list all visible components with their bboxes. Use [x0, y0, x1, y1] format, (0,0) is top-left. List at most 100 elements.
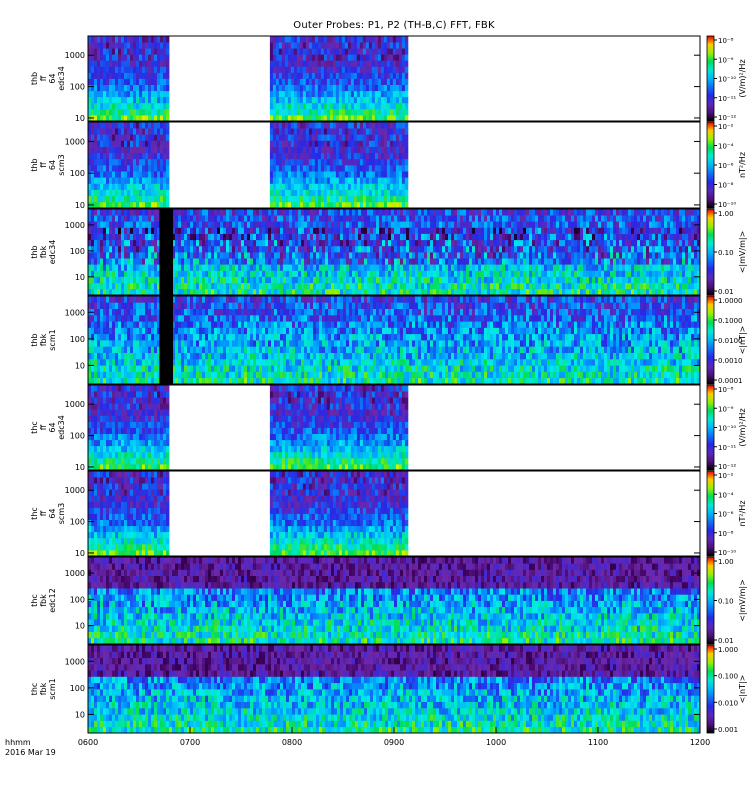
spectrum-cell — [226, 252, 230, 259]
spectrum-cell — [127, 146, 131, 154]
spectrum-cell — [454, 264, 458, 271]
spectrum-cell — [544, 221, 548, 228]
spectrum-cell — [364, 264, 368, 271]
spectrum-cell — [307, 252, 311, 259]
spectrum-cell — [643, 264, 647, 271]
spectrum-cell — [349, 209, 353, 216]
spectrum-cell — [631, 239, 635, 247]
spectrum-cell — [538, 258, 542, 265]
spectrum-cell — [374, 195, 379, 203]
spectrum-cell — [386, 72, 391, 79]
spectrum-cell — [514, 209, 518, 216]
spectrum-cell — [88, 276, 92, 284]
spectrum-cell — [308, 84, 313, 92]
spectrum-cell — [290, 78, 295, 85]
spectrum-cell — [139, 189, 143, 197]
spectrum-cell — [326, 152, 331, 160]
spectrum-cell — [332, 114, 337, 122]
spectrum-cell — [253, 276, 257, 284]
spectrum-cell — [577, 209, 581, 216]
spectrum-cell — [673, 252, 677, 259]
spectrum-cell — [481, 215, 485, 222]
spectrum-cell — [377, 189, 382, 197]
spectrum-cell — [97, 108, 101, 116]
spectrum-cell — [541, 239, 545, 247]
spectrum-cell — [490, 282, 494, 290]
spectrum-cell — [293, 158, 298, 166]
spectrum-cell — [335, 96, 340, 104]
spectrum-cell — [655, 215, 659, 222]
spectrum-cell — [133, 288, 137, 296]
spectrum-cell — [278, 60, 283, 67]
spectrum-cell — [265, 233, 269, 241]
spectrum-cell — [335, 48, 340, 55]
spectrum-cell — [382, 270, 386, 277]
spectrum-cell — [88, 245, 92, 253]
spectrum-cell — [88, 146, 92, 154]
spectrum-cell — [380, 165, 385, 172]
spectrum-cell — [658, 270, 662, 277]
spectrum-cell — [346, 264, 350, 271]
spectrum-cell — [383, 48, 388, 55]
spectrum-cell — [404, 177, 409, 184]
spectrum-cell — [550, 264, 554, 271]
spectrum-cell — [109, 252, 113, 259]
spectrum-cell — [238, 245, 242, 253]
spectrum-cell — [190, 245, 194, 253]
spectrum-cell — [151, 183, 155, 190]
spectrum-cell — [118, 114, 122, 122]
spectrum-cell — [445, 245, 449, 253]
spectrum-cell — [370, 227, 374, 234]
spectrum-cell — [389, 152, 394, 160]
spectrum-cell — [392, 201, 397, 209]
spectrum-cell — [502, 233, 506, 241]
spectrum-cell — [433, 288, 437, 296]
spectrum-cell — [388, 252, 392, 259]
spectrum-cell — [442, 258, 446, 265]
spectrum-cell — [329, 72, 334, 79]
spectrum-cell — [355, 227, 359, 234]
spectrum-cell — [374, 60, 379, 67]
spectrum-cell — [148, 270, 152, 277]
spectrum-cell — [214, 252, 218, 259]
spectrum-cell — [202, 270, 206, 277]
spectrum-cell — [565, 258, 569, 265]
spectrum-cell — [697, 270, 701, 277]
spectrum-cell — [362, 183, 367, 190]
spectrum-cell — [421, 288, 425, 296]
spectrum-cell — [640, 288, 644, 296]
spectrum-cell — [398, 90, 403, 98]
spectrum-cell — [445, 288, 449, 296]
spectrum-cell — [166, 134, 170, 141]
spectrum-cell — [329, 42, 334, 49]
spectrum-cell — [298, 270, 302, 277]
spectrum-cell — [115, 96, 119, 104]
spectrum-cell — [562, 245, 566, 253]
spectrum-cell — [395, 42, 400, 49]
spectrum-cell — [418, 239, 422, 247]
spectrum-cell — [118, 233, 122, 241]
spectrum-cell — [310, 282, 314, 290]
spectrum-cell — [269, 36, 274, 43]
spectrum-cell — [109, 102, 113, 110]
spectrum-cell — [355, 215, 359, 222]
y-tick-label: 1000 — [65, 137, 85, 146]
spectrum-cell — [91, 66, 95, 73]
spectrum-cell — [395, 201, 400, 209]
spectrum-cell — [262, 252, 266, 259]
spectrum-cell — [308, 128, 313, 135]
spectrum-cell — [262, 221, 266, 228]
spectrum-cell — [350, 165, 355, 172]
spectrum-cell — [278, 189, 283, 197]
spectrum-cell — [658, 245, 662, 253]
spectrum-cell — [308, 72, 313, 79]
colorbar-tick-label: 10⁻⁸ — [718, 37, 734, 45]
spectrum-cell — [277, 276, 281, 284]
spectrum-cell — [139, 270, 143, 277]
spectrum-cell — [335, 177, 340, 184]
spectrum-cell — [655, 233, 659, 241]
spectrum-cell — [262, 264, 266, 271]
spectrum-cell — [415, 221, 419, 228]
spectrum-cell — [595, 276, 599, 284]
spectrum-cell — [314, 42, 319, 49]
